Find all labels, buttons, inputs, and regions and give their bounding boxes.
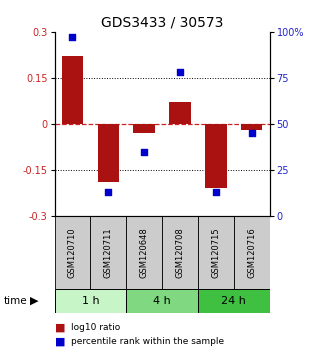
- Bar: [126, 289, 198, 313]
- Text: GSM120711: GSM120711: [104, 227, 113, 278]
- Bar: [169, 102, 191, 124]
- Text: GSM120716: GSM120716: [247, 227, 256, 278]
- Bar: [205, 124, 227, 188]
- Text: 4 h: 4 h: [153, 296, 171, 306]
- Text: GSM120708: GSM120708: [176, 227, 185, 278]
- Bar: [162, 216, 198, 289]
- Point: [70, 35, 75, 40]
- Text: time: time: [3, 296, 27, 306]
- Text: ■: ■: [55, 322, 65, 332]
- Bar: [91, 216, 126, 289]
- Title: GDS3433 / 30573: GDS3433 / 30573: [101, 15, 223, 29]
- Point: [142, 149, 147, 154]
- Point: [213, 189, 218, 195]
- Bar: [198, 289, 270, 313]
- Text: log10 ratio: log10 ratio: [71, 323, 120, 332]
- Text: percentile rank within the sample: percentile rank within the sample: [71, 337, 224, 346]
- Point: [178, 69, 183, 75]
- Bar: [241, 124, 263, 130]
- Text: GSM120710: GSM120710: [68, 227, 77, 278]
- Bar: [126, 216, 162, 289]
- Text: ■: ■: [55, 337, 65, 347]
- Text: GSM120715: GSM120715: [211, 227, 221, 278]
- Bar: [98, 124, 119, 182]
- Bar: [62, 56, 83, 124]
- Bar: [55, 289, 126, 313]
- Point: [106, 189, 111, 195]
- Text: ▶: ▶: [30, 296, 38, 306]
- Text: 24 h: 24 h: [221, 296, 246, 306]
- Text: GSM120648: GSM120648: [140, 227, 149, 278]
- Point: [249, 130, 254, 136]
- Bar: [55, 216, 91, 289]
- Bar: [234, 216, 270, 289]
- Text: 1 h: 1 h: [82, 296, 99, 306]
- Bar: [134, 124, 155, 133]
- Bar: [198, 216, 234, 289]
